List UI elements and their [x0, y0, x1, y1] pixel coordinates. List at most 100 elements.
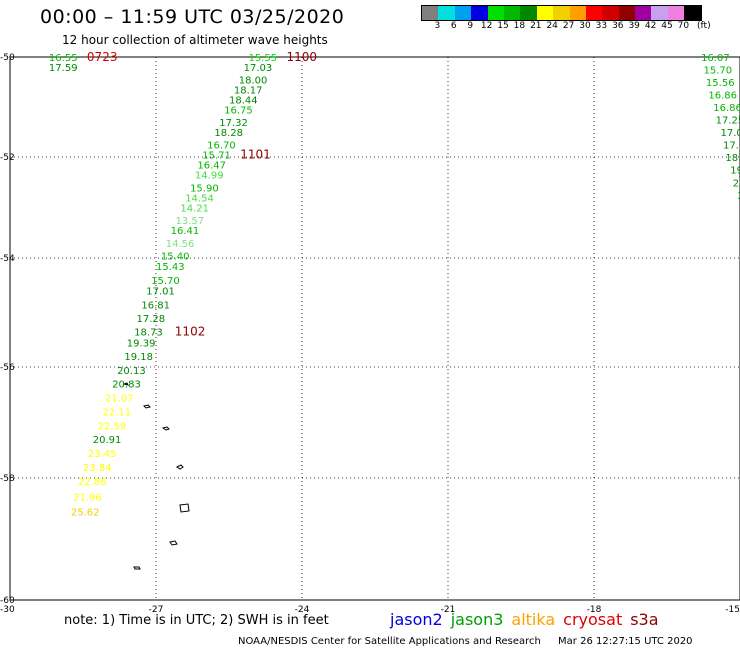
wave-height-sample: 18.00 — [239, 76, 268, 87]
longitude-label: -24 — [295, 605, 310, 615]
wave-height-sample: 17.03 — [244, 63, 273, 74]
island — [122, 382, 129, 386]
colorbar-swatch — [487, 6, 504, 20]
wave-height-sample: 20.91 — [93, 435, 122, 446]
colorbar-swatch — [520, 6, 537, 20]
wave-height-sample: 15.43 — [156, 262, 185, 273]
latitude-label: -50 — [0, 53, 15, 63]
wave-height-sample: 16.86 — [713, 103, 740, 114]
graticule — [10, 57, 740, 600]
colorbar-swatch — [635, 6, 652, 20]
longitude-label: -15 — [725, 605, 740, 615]
wave-height-sample: 14.56 — [166, 239, 195, 250]
colorbar-tick-label: 42 — [644, 21, 657, 31]
longitude-label: -18 — [587, 605, 602, 615]
colorbar-swatch — [438, 6, 455, 20]
longitude-label: -27 — [149, 605, 164, 615]
colorbar-tick-label: 30 — [579, 21, 591, 31]
credit-timestamp: Mar 26 12:27:15 UTC 2020 — [558, 636, 693, 647]
colorbar-tick-label: 33 — [595, 21, 608, 31]
wave-height-sample: 15.56 — [706, 78, 735, 89]
latitude-label: -56 — [0, 363, 15, 373]
wave-height-sample: 18.17 — [234, 86, 263, 97]
wave-height-sample: 16.70 — [207, 141, 236, 152]
colorbar-tick-label: 21 — [530, 21, 542, 31]
wave-height-sample: 20.66 — [733, 178, 740, 189]
credit-org: NOAA/NESDIS Center for Satellite Applica… — [238, 636, 541, 647]
colorbar-swatch — [471, 6, 488, 20]
wave-height-sample: 14.54 — [185, 193, 214, 204]
colorbar-swatch — [422, 6, 439, 20]
colorbar-swatch — [667, 6, 685, 20]
legend-jason2: jason2 — [390, 610, 443, 629]
colorbar — [421, 5, 702, 21]
colorbar-tick-label: 24 — [546, 21, 558, 31]
wave-height-sample: 15.40 — [161, 251, 190, 262]
page-title: 00:00 – 11:59 UTC 03/25/2020 — [40, 6, 345, 28]
wave-height-sample: 16.41 — [171, 226, 200, 237]
wave-height-sample: 21.07 — [105, 394, 134, 405]
satellite-legend: jason2 jason3 altika cryosat s3a — [390, 610, 667, 629]
wave-height-sample: 18.44 — [229, 96, 258, 107]
wave-height-sample: 17.02 — [721, 128, 740, 139]
wave-height-sample: 16.07 — [701, 53, 730, 64]
wave-height-sample: 22.11 — [102, 407, 131, 418]
colorbar-swatch — [569, 6, 586, 20]
wave-height-sample: 17.32 — [219, 118, 248, 129]
longitude-label: -21 — [441, 605, 456, 615]
pass-time-label: 0723 — [87, 50, 118, 64]
wave-height-sample: 16.86 — [708, 91, 737, 102]
wave-height-sample: 15.70 — [151, 276, 180, 287]
latitude-label: -54 — [0, 254, 15, 264]
wave-height-sample: 18.28 — [214, 128, 243, 139]
colorbar-tick-label: 39 — [628, 21, 640, 31]
track-1102: 19.39 19.18 20.13 20.83 21.07 22.11 22.59 20.91… — [71, 325, 206, 519]
island — [161, 426, 170, 431]
colorbar-tick-label: 27 — [562, 21, 575, 31]
colorbar-swatch — [602, 6, 619, 20]
wave-height-sample: 14.21 — [180, 204, 209, 215]
colorbar-swatch — [651, 6, 668, 20]
wave-height-sample: 15.71 — [202, 151, 231, 162]
colorbar-swatch — [553, 6, 570, 20]
south-sandwich-islands — [122, 382, 190, 570]
island — [133, 566, 141, 570]
colorbar-tick-label: 9 — [467, 21, 474, 31]
wave-height-sample: 19.49 — [730, 166, 740, 177]
wave-height-sample: 18.73 — [134, 328, 163, 339]
wave-height-sample: 23.84 — [83, 463, 112, 474]
pass-time-label: 1100 — [286, 50, 317, 64]
wave-height-sample: 15.55 — [248, 53, 277, 64]
wave-height-sample: 17.54 — [723, 141, 740, 152]
wave-height-sample: 20.13 — [117, 366, 146, 377]
wave-height-sample: 17.01 — [146, 287, 175, 298]
latitude-label: -52 — [0, 153, 15, 163]
colorbar-swatch — [503, 6, 521, 20]
legend-altika: altika — [511, 610, 556, 629]
pass-time-label: 1101 — [240, 148, 271, 162]
wave-height-sample: 21.96 — [73, 492, 102, 503]
legend-jason3: jason3 — [450, 610, 504, 629]
latitude-label: -60 — [0, 596, 15, 606]
colorbar-tick-label: 45 — [661, 21, 673, 31]
colorbar-unit: (ft) — [697, 21, 711, 31]
wave-height-sample: 22.59 — [98, 421, 127, 432]
wave-height-sample: 19.39 — [127, 338, 156, 349]
map-frame — [9, 56, 740, 601]
wave-height-sample: 18.16 — [725, 153, 740, 164]
wave-height-sample: 23.45 — [88, 449, 117, 460]
wave-height-sample: 16.75 — [224, 106, 253, 117]
wave-height-sample: 15.70 — [704, 66, 733, 77]
wave-height-sample: 17.25 — [716, 116, 740, 127]
colorbar-swatch — [585, 6, 603, 20]
legend-cryosat: cryosat — [563, 610, 623, 629]
colorbar-tick-label: 15 — [497, 21, 509, 31]
track-1101: 15.7116.4714.9915.9014.5414.2113.5716.41… — [134, 148, 271, 339]
island — [169, 540, 178, 546]
wave-height-sample: 14.99 — [195, 171, 224, 182]
colorbar-tick-label: 3 — [434, 21, 441, 31]
